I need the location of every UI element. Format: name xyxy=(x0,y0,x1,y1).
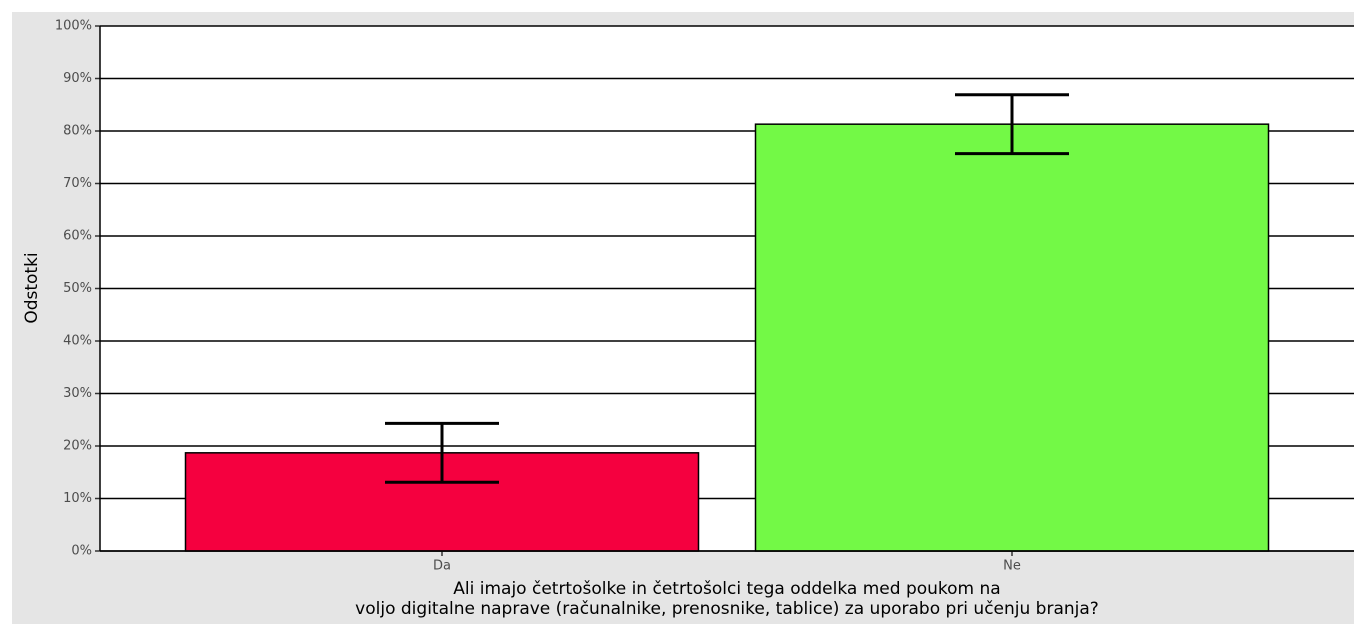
y-tick-label: 50% xyxy=(63,281,92,296)
y-tick-label: 80% xyxy=(63,124,92,139)
y-tick-label: 20% xyxy=(63,439,92,454)
y-tick-label: 90% xyxy=(63,71,92,86)
x-axis-label: voljo digitalne naprave (računalnike, pr… xyxy=(355,599,1099,619)
x-tick-label: Da xyxy=(433,559,451,574)
y-tick-label: 100% xyxy=(55,19,92,34)
x-axis-label: Ali imajo četrtošolke in četrtošolci teg… xyxy=(453,579,1000,599)
y-axis-label: Odstotki xyxy=(22,252,42,323)
y-tick-label: 60% xyxy=(63,229,92,244)
y-tick-label: 0% xyxy=(71,544,92,559)
bar xyxy=(754,123,1270,552)
y-tick-label: 30% xyxy=(63,386,92,401)
y-tick-label: 40% xyxy=(63,334,92,349)
x-tick-label: Ne xyxy=(1003,559,1021,574)
y-tick-label: 70% xyxy=(63,176,92,191)
y-tick-label: 10% xyxy=(63,491,92,506)
